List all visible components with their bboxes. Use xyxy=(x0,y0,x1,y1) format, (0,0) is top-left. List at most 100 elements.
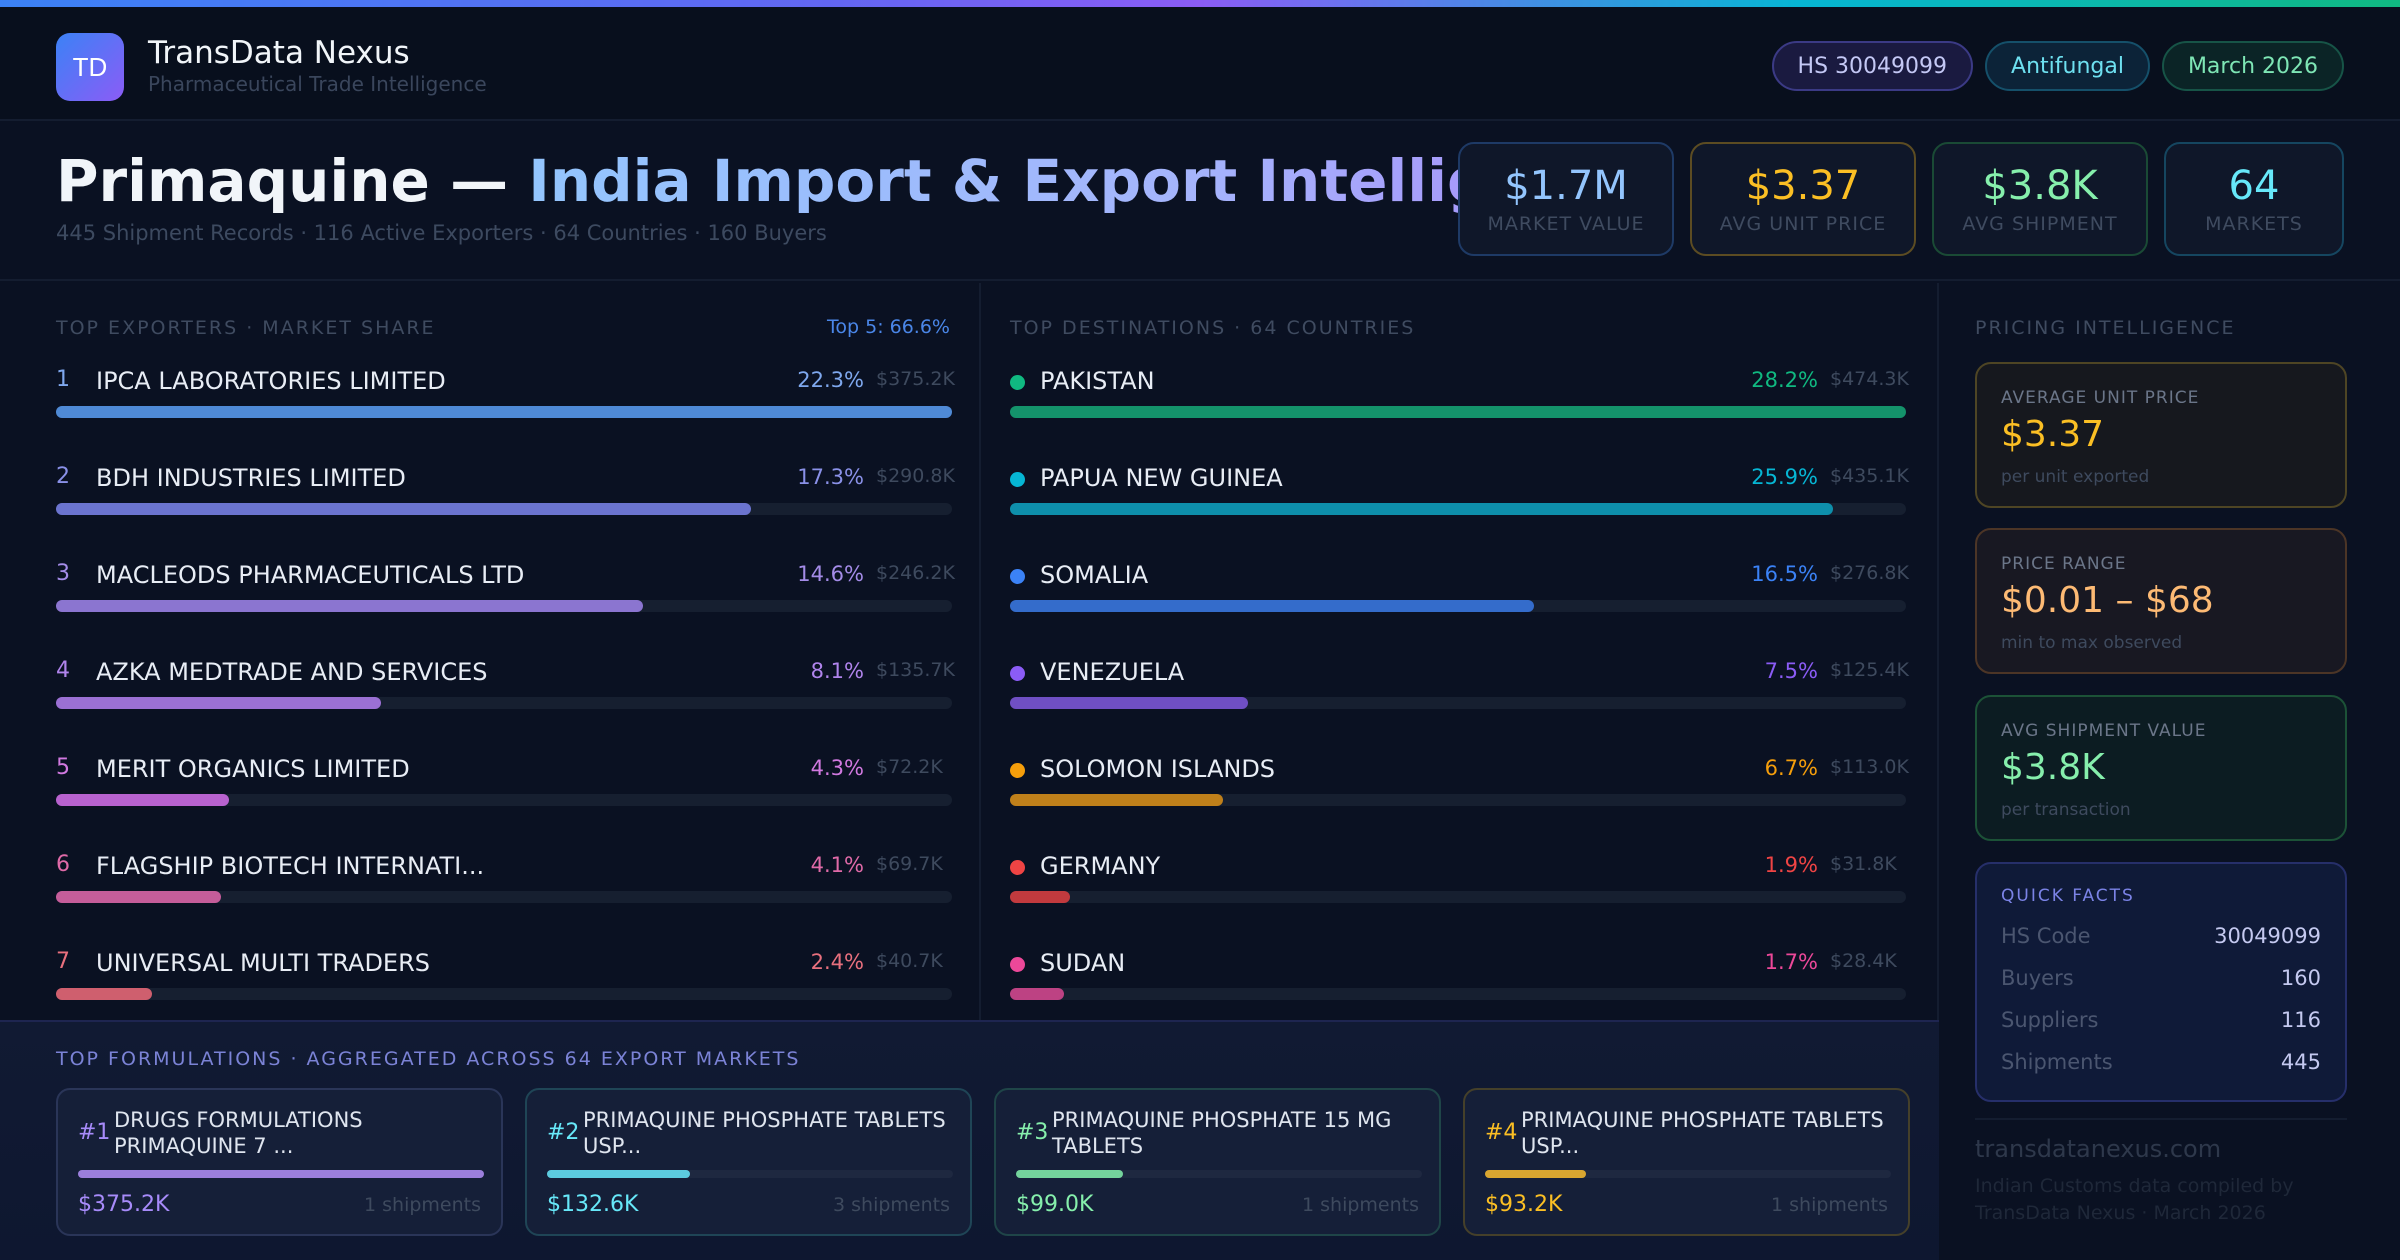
share-bar-track xyxy=(56,503,952,515)
share-percent: 8.1% xyxy=(810,659,864,683)
share-percent: 4.1% xyxy=(810,853,864,877)
formulation-name: PRIMAQUINE PHOSPHATE TABLETS USP... xyxy=(1521,1108,1884,1158)
formulations-section: TOP FORMULATIONS · AGGREGATED ACROSS 64 … xyxy=(0,1020,1939,1260)
share-percent: 6.7% xyxy=(1764,756,1818,780)
formulation-rank: #1 xyxy=(78,1120,111,1145)
exporter-row[interactable]: 1 IPCA LABORATORIES LIMITED 22.3% $375.2K xyxy=(56,367,955,464)
formulation-bar-fill xyxy=(1016,1170,1124,1178)
exporter-row[interactable]: 2 BDH INDUSTRIES LIMITED 17.3% $290.8K xyxy=(56,464,955,561)
country-dot-icon xyxy=(1010,763,1025,778)
formulation-name: PRIMAQUINE PHOSPHATE TABLETS USP... xyxy=(583,1108,946,1158)
destination-row[interactable]: GERMANY 1.9% $31.8K xyxy=(1010,852,1906,949)
export-value: $40.7K xyxy=(876,950,943,972)
quick-facts-title: QUICK FACTS xyxy=(2001,886,2135,906)
section-title: TOP FORMULATIONS · AGGREGATED ACROSS 64 … xyxy=(56,1048,801,1070)
import-value: $31.8K xyxy=(1830,853,1897,875)
title-rest: India Import & Export Intelligence xyxy=(528,147,1643,215)
share-percent: 2.4% xyxy=(810,950,864,974)
fact-key: HS Code xyxy=(2001,924,2091,948)
exporter-name: IPCA LABORATORIES LIMITED xyxy=(96,367,446,395)
exporter-row[interactable]: 5 MERIT ORGANICS LIMITED 4.3% $72.2K xyxy=(56,755,952,852)
kpi-label: MARKETS xyxy=(2205,213,2303,235)
share-percent: 1.7% xyxy=(1764,950,1818,974)
formulation-card[interactable]: #2 PRIMAQUINE PHOSPHATE TABLETS USP... $13… xyxy=(525,1088,972,1236)
share-bar-track xyxy=(1010,503,1906,515)
destination-row[interactable]: VENEZUELA 7.5% $125.4K xyxy=(1010,658,1909,755)
card-value: $3.37 xyxy=(2001,414,2105,455)
destination-row[interactable]: PAKISTAN 28.2% $474.3K xyxy=(1010,367,1909,464)
destination-row[interactable]: SUDAN 1.7% $28.4K xyxy=(1010,949,1906,1046)
title-product: Primaquine — xyxy=(56,147,529,215)
destination-row[interactable]: SOMALIA 16.5% $276.8K xyxy=(1010,561,1909,658)
fact-value: 116 xyxy=(2280,1008,2321,1032)
formulation-name: DRUGS FORMULATIONS PRIMAQUINE 7 ... xyxy=(114,1108,363,1158)
app-header: TD TransData Nexus Pharmaceutical Trade … xyxy=(0,7,2400,121)
country-dot-icon xyxy=(1010,569,1025,584)
page-subtitle: 445 Shipment Records · 116 Active Export… xyxy=(56,221,827,245)
exporter-row[interactable]: 3 MACLEODS PHARMACEUTICALS LTD 14.6% $246.2… xyxy=(56,561,955,658)
rank-number: 4 xyxy=(56,658,70,683)
country-dot-icon xyxy=(1010,860,1025,875)
country-dot-icon xyxy=(1010,375,1025,390)
formulation-card[interactable]: #4 PRIMAQUINE PHOSPHATE TABLETS USP... $93… xyxy=(1463,1088,1910,1236)
share-bar-fill xyxy=(56,600,643,612)
share-percent: 1.9% xyxy=(1764,853,1818,877)
country-dot-icon xyxy=(1010,472,1025,487)
period-chip[interactable]: March 2026 xyxy=(2161,41,2344,91)
kpi-markets: 64 MARKETS xyxy=(2164,142,2344,256)
category-chip[interactable]: Antifungal xyxy=(1985,41,2150,91)
import-value: $435.1K xyxy=(1830,465,1909,487)
fact-value: 445 xyxy=(2280,1050,2321,1074)
export-value: $135.7K xyxy=(876,659,955,681)
share-percent: 22.3% xyxy=(797,368,864,392)
exporter-row[interactable]: 7 UNIVERSAL MULTI TRADERS 2.4% $40.7K xyxy=(56,949,952,1046)
country-name: PAPUA NEW GUINEA xyxy=(1040,464,1283,492)
import-value: $474.3K xyxy=(1830,368,1909,390)
site-link[interactable]: transdatanexus.com xyxy=(1975,1135,2222,1163)
formulation-value: $99.0K xyxy=(1016,1192,1094,1217)
destination-row[interactable]: SOLOMON ISLANDS 6.7% $113.0K xyxy=(1010,755,1909,852)
destination-row[interactable]: PAPUA NEW GUINEA 25.9% $435.1K xyxy=(1010,464,1909,561)
share-percent: 25.9% xyxy=(1751,465,1818,489)
rank-number: 1 xyxy=(56,367,70,392)
fact-value: 30049099 xyxy=(2214,924,2321,948)
card-subtext: per unit exported xyxy=(2001,467,2150,487)
pricing-panel: PRICING INTELLIGENCE AVERAGE UNIT PRICE … xyxy=(1941,283,2400,1260)
share-bar-track xyxy=(1010,406,1906,418)
country-name: SOMALIA xyxy=(1040,561,1149,589)
page-title: Primaquine — India Import & Export Intel… xyxy=(56,147,1643,215)
kpi-avg-shipment: $3.8K AVG SHIPMENT xyxy=(1932,142,2148,256)
exporter-name: FLAGSHIP BIOTECH INTERNATI... xyxy=(96,852,485,880)
formulation-value: $375.2K xyxy=(78,1192,170,1217)
formulation-name: PRIMAQUINE PHOSPHATE 15 MG TABLETS xyxy=(1052,1108,1392,1158)
exporter-row[interactable]: 4 AZKA MEDTRADE AND SERVICES 8.1% $135.7K xyxy=(56,658,955,755)
export-value: $246.2K xyxy=(876,562,955,584)
share-bar-fill xyxy=(56,503,752,515)
formulation-rank: #2 xyxy=(547,1120,580,1145)
hs-code-chip[interactable]: HS 30049099 xyxy=(1771,41,1974,91)
formulation-bar-track xyxy=(547,1170,953,1178)
rank-number: 7 xyxy=(56,949,70,974)
formulation-card[interactable]: #3 PRIMAQUINE PHOSPHATE 15 MG TABLETS $99.… xyxy=(994,1088,1441,1236)
country-name: PAKISTAN xyxy=(1040,367,1155,395)
kpi-value: 64 xyxy=(2228,163,2280,209)
formulation-bar-track xyxy=(78,1170,484,1178)
formulation-card[interactable]: #1 DRUGS FORMULATIONS PRIMAQUINE 7 ... $37… xyxy=(56,1088,503,1236)
formulation-rank: #4 xyxy=(1485,1120,1518,1145)
logo[interactable]: TD xyxy=(56,33,124,101)
kpi-label: AVG SHIPMENT xyxy=(1962,213,2118,235)
formulation-bar-track xyxy=(1485,1170,1891,1178)
exporter-row[interactable]: 6 FLAGSHIP BIOTECH INTERNATI... 4.1% $69.7K xyxy=(56,852,952,949)
avg-unit-price-card: AVERAGE UNIT PRICE $3.37 per unit export… xyxy=(1975,362,2347,508)
share-bar-fill xyxy=(1010,697,1249,709)
share-bar-track xyxy=(56,988,952,1000)
card-subtext: per transaction xyxy=(2001,800,2131,820)
share-bar-fill xyxy=(56,697,382,709)
brand-name: TransData Nexus xyxy=(148,35,410,71)
exporter-name: MACLEODS PHARMACEUTICALS LTD xyxy=(96,561,525,589)
country-dot-icon xyxy=(1010,666,1025,681)
rank-number: 6 xyxy=(56,852,70,877)
destinations-panel: TOP DESTINATIONS · 64 COUNTRIES PAKISTAN… xyxy=(983,283,1939,1020)
share-bar-fill xyxy=(1010,406,1906,418)
formulation-bar-fill xyxy=(1485,1170,1586,1178)
